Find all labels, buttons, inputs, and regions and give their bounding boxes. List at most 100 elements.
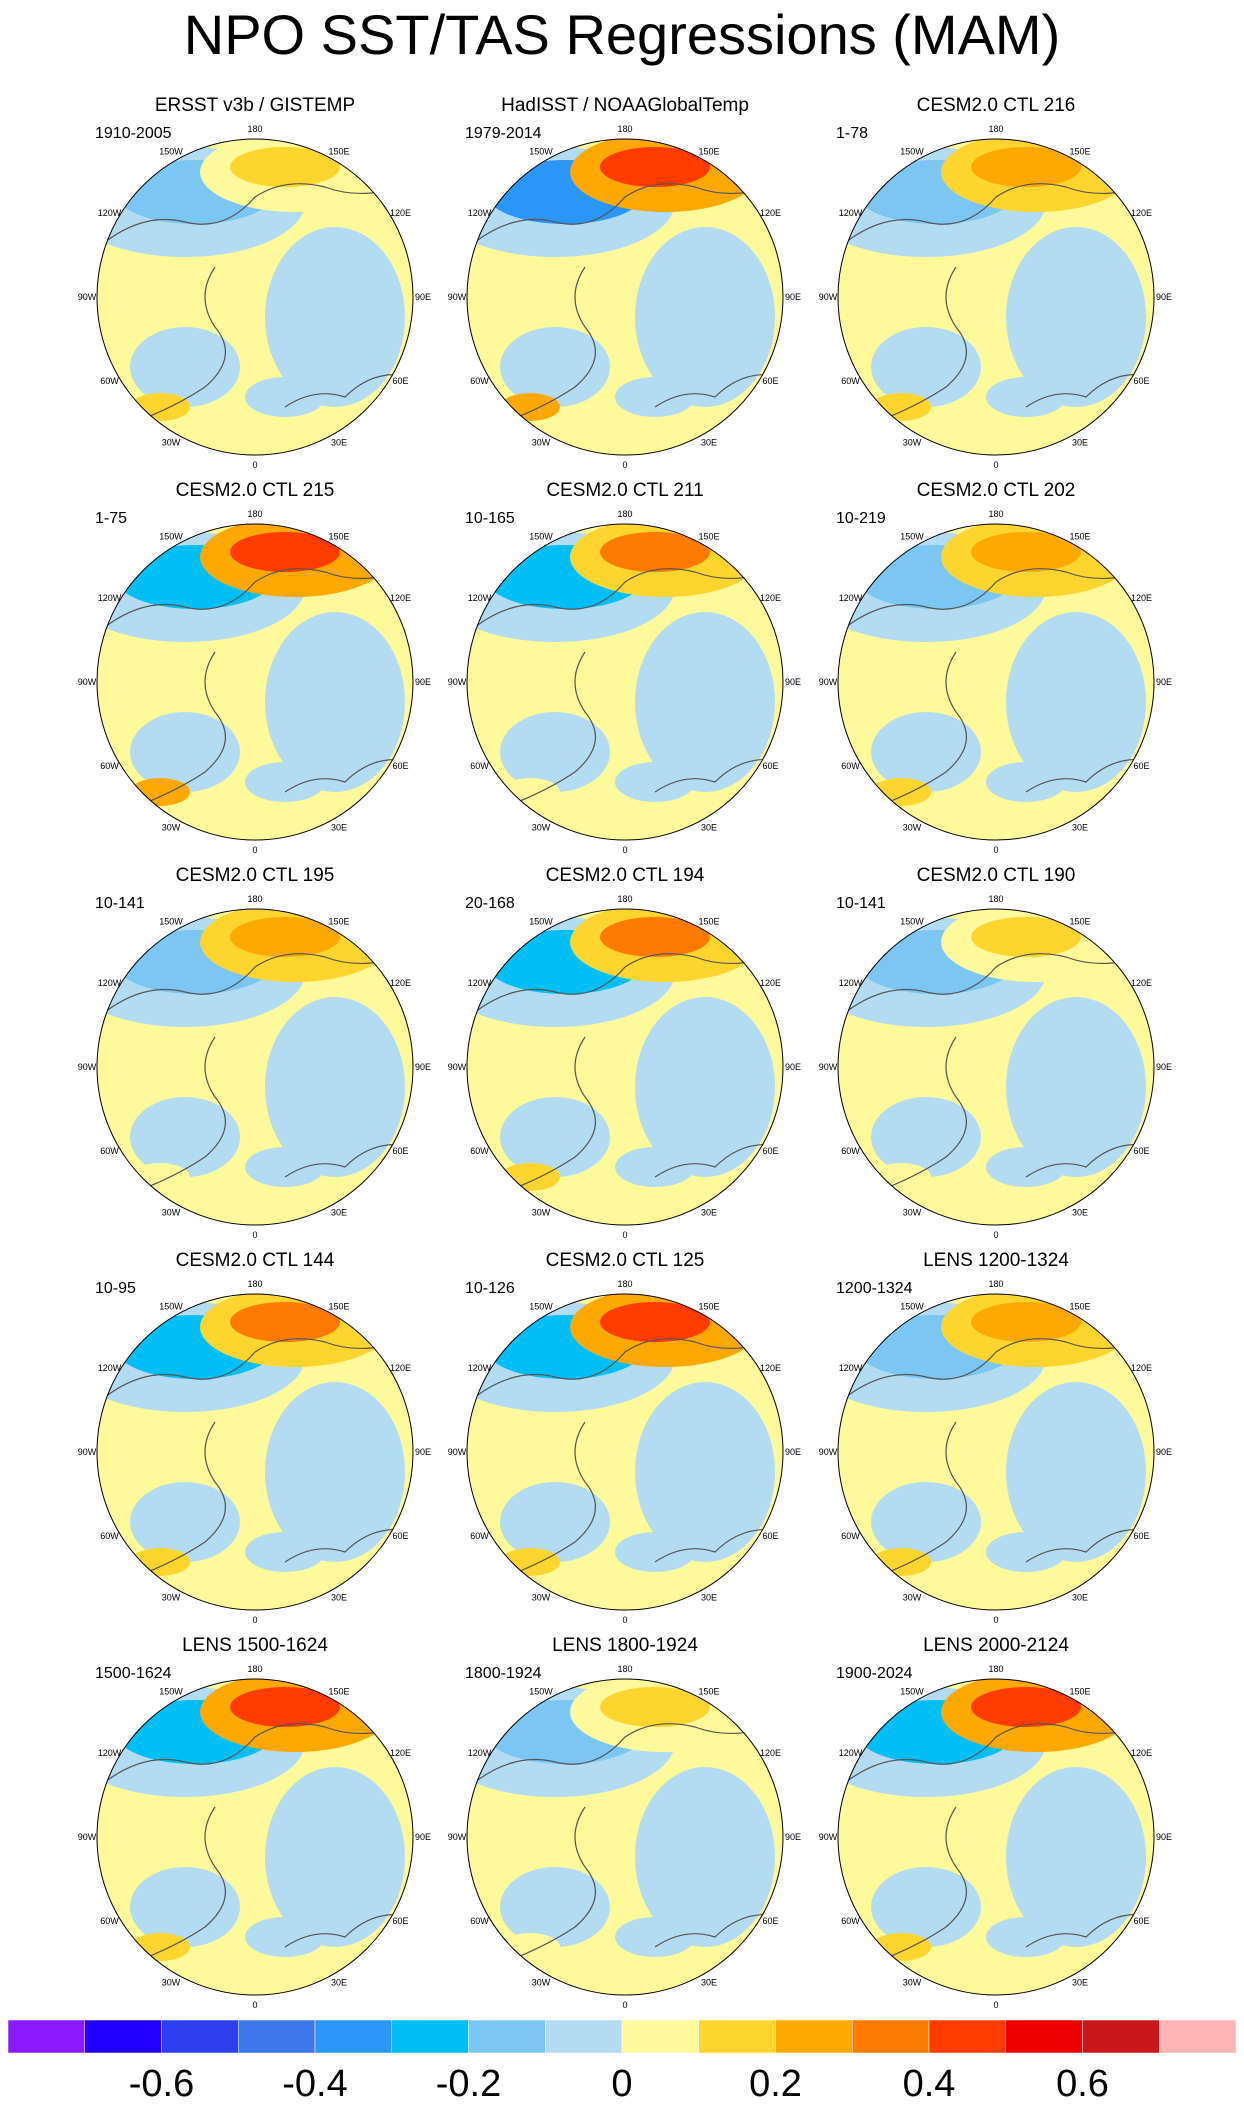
coastline xyxy=(104,951,413,1013)
longitude-label: 120E xyxy=(760,1748,781,1758)
longitude-label: 180 xyxy=(617,509,632,519)
longitude-label: 90E xyxy=(1156,677,1172,687)
longitude-label: 150E xyxy=(1069,147,1090,157)
anomaly-positive-region xyxy=(130,1933,190,1961)
longitude-label: 90E xyxy=(1156,292,1172,302)
longitude-label: 30W xyxy=(162,437,181,447)
longitude-label: 60W xyxy=(470,1916,489,1926)
longitude-label: 60E xyxy=(1133,1531,1149,1541)
map-outline xyxy=(466,908,784,1226)
longitude-label: 150E xyxy=(328,1302,349,1312)
panel-period: 1979-2014 xyxy=(465,125,542,142)
anomaly-negative-region xyxy=(130,1097,240,1177)
longitude-label: 90E xyxy=(785,292,801,302)
longitude-label: 150E xyxy=(328,1687,349,1697)
longitude-label: 60E xyxy=(392,1916,408,1926)
coastline xyxy=(845,951,1154,1013)
anomaly-negative-region xyxy=(265,612,405,792)
longitude-label: 60E xyxy=(762,1531,778,1541)
longitude-label: 30E xyxy=(1072,1207,1088,1217)
panel-period: 1-78 xyxy=(836,125,868,142)
map-outline xyxy=(837,1678,1155,1996)
map-panel: 180 150E 120E 90E 60E 30E 0 30W 60W 90W 120W 150W CE… xyxy=(78,480,431,855)
map-outline xyxy=(96,138,414,456)
longitude-label: 180 xyxy=(247,124,262,134)
longitude-label: 180 xyxy=(247,1279,262,1289)
panel-title: CESM2.0 CTL 125 xyxy=(546,1250,705,1271)
coastline xyxy=(845,181,1154,243)
map-panel: 180 150E 120E 90E 60E 30E 0 30W 60W 90W 120W 150W CE… xyxy=(448,1250,801,1625)
longitude-label: 120E xyxy=(1131,978,1152,988)
panel-title: CESM2.0 CTL 194 xyxy=(546,865,705,886)
longitude-label: 120E xyxy=(760,978,781,988)
longitude-label: 30E xyxy=(331,822,347,832)
anomaly-positive-region xyxy=(871,393,931,421)
longitude-label: 120E xyxy=(390,978,411,988)
coastline xyxy=(474,951,783,1013)
longitude-label: 0 xyxy=(622,460,627,470)
panel-period: 1800-1924 xyxy=(465,1665,542,1682)
longitude-label: 60W xyxy=(100,1916,119,1926)
longitude-label: 150E xyxy=(698,532,719,542)
map-panel: 180 150E 120E 90E 60E 30E 0 30W 60W 90W 120W 150W LE… xyxy=(819,1250,1172,1625)
longitude-label: 180 xyxy=(247,1664,262,1674)
longitude-label: 180 xyxy=(988,1664,1003,1674)
longitude-label: 90E xyxy=(415,1832,431,1842)
map-outline xyxy=(96,908,414,1226)
coastline xyxy=(845,1336,1154,1398)
longitude-label: 90E xyxy=(1156,1062,1172,1072)
anomaly-positive-region xyxy=(500,1163,560,1191)
longitude-label: 150W xyxy=(900,1302,924,1312)
longitude-label: 120W xyxy=(98,978,122,988)
longitude-label: 180 xyxy=(617,1279,632,1289)
longitude-label: 150W xyxy=(529,917,553,927)
longitude-label: 150W xyxy=(159,532,183,542)
longitude-label: 90W xyxy=(78,677,97,687)
anomaly-positive-core xyxy=(600,917,710,957)
longitude-label: 120W xyxy=(468,208,492,218)
longitude-label: 150E xyxy=(328,147,349,157)
longitude-label: 90E xyxy=(785,677,801,687)
longitude-label: 120W xyxy=(468,978,492,988)
panel-period: 1-75 xyxy=(95,510,127,527)
anomaly-negative-region xyxy=(1006,612,1146,792)
longitude-label: 120E xyxy=(1131,1363,1152,1373)
anomaly-positive-region xyxy=(500,393,560,421)
longitude-label: 150E xyxy=(698,917,719,927)
anomaly-positive-region xyxy=(500,1933,560,1961)
longitude-label: 120W xyxy=(98,1748,122,1758)
anomaly-positive-core xyxy=(230,917,340,957)
longitude-label: 90W xyxy=(78,1832,97,1842)
longitude-label: 60W xyxy=(470,1146,489,1156)
longitude-label: 60W xyxy=(841,1146,860,1156)
anomaly-negative-region xyxy=(871,327,981,407)
panel-title: HadISST / NOAAGlobalTemp xyxy=(501,95,749,116)
longitude-label: 120E xyxy=(390,1363,411,1373)
anomaly-negative-region xyxy=(615,377,695,417)
longitude-label: 150W xyxy=(900,532,924,542)
longitude-label: 30E xyxy=(701,437,717,447)
longitude-label: 90W xyxy=(819,677,838,687)
anomaly-negative-region xyxy=(245,1532,325,1572)
longitude-label: 0 xyxy=(252,2000,257,2010)
anomaly-negative-region xyxy=(130,327,240,407)
anomaly-negative-region xyxy=(500,327,610,407)
map-panel: 180 150E 120E 90E 60E 30E 0 30W 60W 90W 120W 150W CE… xyxy=(78,1250,431,1625)
anomaly-negative-region xyxy=(615,762,695,802)
longitude-label: 120E xyxy=(1131,1748,1152,1758)
longitude-label: 30E xyxy=(1072,822,1088,832)
anomaly-negative-region xyxy=(500,1097,610,1177)
anomaly-positive-core xyxy=(230,1687,340,1727)
anomaly-positive-core xyxy=(971,917,1081,957)
anomaly-negative-region xyxy=(265,1382,405,1562)
anomaly-positive-core xyxy=(600,1302,710,1342)
anomaly-negative-region xyxy=(265,997,405,1177)
longitude-label: 120W xyxy=(98,208,122,218)
longitude-label: 90E xyxy=(1156,1832,1172,1842)
longitude-label: 30W xyxy=(532,1977,551,1987)
anomaly-positive-core xyxy=(600,532,710,572)
anomaly-negative-region xyxy=(615,1147,695,1187)
longitude-label: 150E xyxy=(328,532,349,542)
longitude-label: 30W xyxy=(162,1592,181,1602)
